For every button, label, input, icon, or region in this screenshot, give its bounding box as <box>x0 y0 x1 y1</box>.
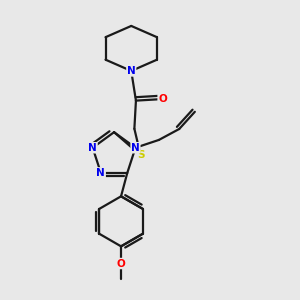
Text: N: N <box>127 66 136 76</box>
Text: N: N <box>97 168 105 178</box>
Text: N: N <box>131 143 140 153</box>
Text: N: N <box>88 143 97 153</box>
Text: S: S <box>137 150 144 160</box>
Text: O: O <box>158 94 167 104</box>
Text: O: O <box>117 259 125 269</box>
